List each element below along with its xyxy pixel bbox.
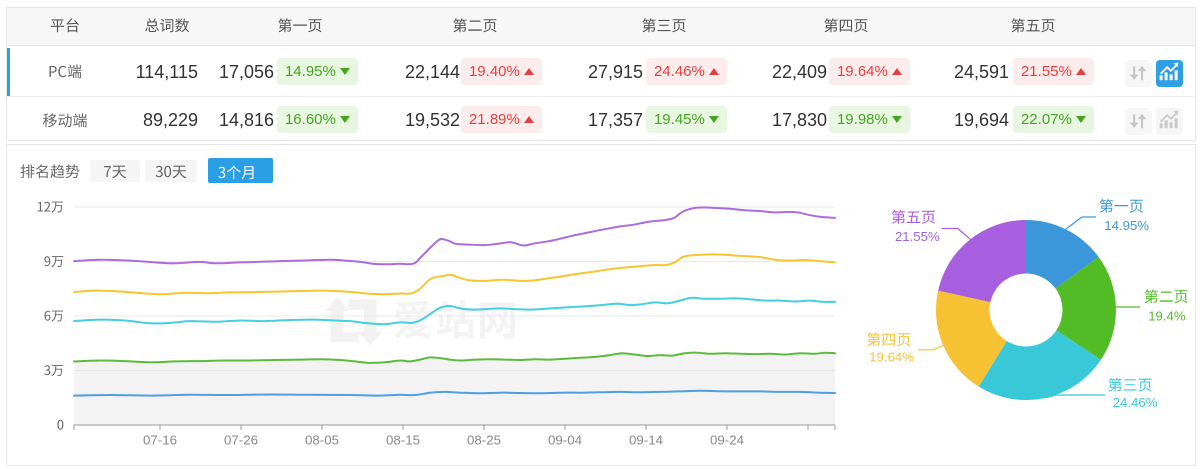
svg-text:21.55%: 21.55% [895, 229, 940, 244]
svg-text:07-26: 07-26 [224, 433, 258, 448]
svg-text:24.46%: 24.46% [1113, 395, 1158, 410]
svg-text:09-04: 09-04 [548, 433, 582, 448]
svg-text:08-25: 08-25 [467, 433, 501, 448]
svg-text:19.4%: 19.4% [1148, 309, 1186, 324]
svg-text:08-15: 08-15 [386, 433, 420, 448]
svg-text:09-24: 09-24 [710, 433, 744, 448]
svg-text:07-16: 07-16 [143, 433, 177, 448]
svg-text:19.64%: 19.64% [869, 350, 914, 365]
svg-text:08-05: 08-05 [305, 433, 339, 448]
svg-text:14.95%: 14.95% [1104, 218, 1149, 233]
svg-text:09-14: 09-14 [629, 433, 663, 448]
